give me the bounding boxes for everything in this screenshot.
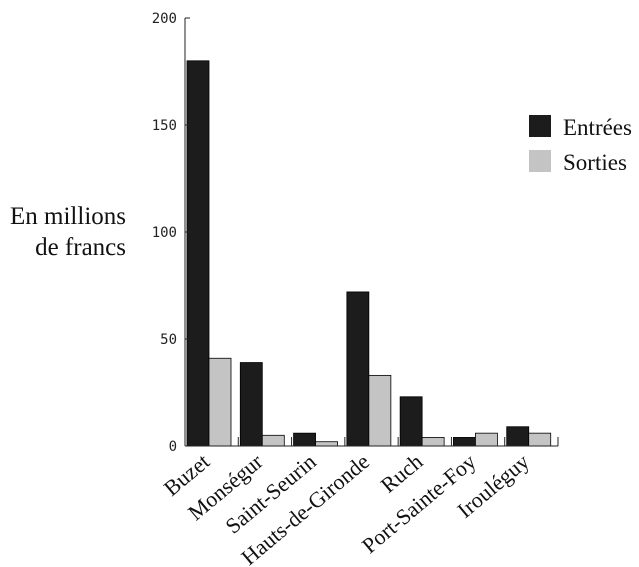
bar-entrees (346, 291, 370, 447)
bar-entrees (186, 60, 210, 447)
legend-label-sorties: Sorties (563, 150, 627, 175)
y-tick-label: 50 (160, 332, 177, 348)
bar-sorties (315, 441, 338, 447)
legend-swatch-sorties (529, 150, 551, 172)
bar-entrees (239, 362, 263, 447)
legend-swatch-entrees (529, 115, 551, 137)
bar-entrees (293, 432, 316, 447)
bar-sorties (475, 432, 498, 447)
y-axis-label-line-2: de francs (35, 234, 126, 261)
y-tick-label: 200 (152, 11, 177, 27)
bar-sorties (261, 434, 285, 447)
bar-sorties (368, 374, 392, 447)
y-tick-label: 0 (169, 439, 177, 455)
bars-group (186, 60, 552, 447)
bar-sorties (208, 357, 232, 447)
bar-entrees (399, 396, 423, 447)
legend: Entrées Sorties (529, 115, 632, 175)
bar-entrees (453, 437, 476, 447)
legend-label-entrees: Entrées (563, 115, 632, 140)
y-axis-label-line-1: En millions (10, 203, 126, 230)
x-separators-group (237, 437, 559, 446)
y-tick-label: 150 (152, 118, 177, 134)
bar-entrees (506, 426, 530, 447)
y-tick-label: 100 (152, 225, 177, 241)
bar-sorties (528, 432, 552, 447)
bar-sorties (421, 437, 445, 447)
x-labels-group: BuzetMonségurSaint-SeurinHauts-de-Girond… (159, 448, 534, 567)
y-ticks-group: 0 50 100 150 200 (152, 11, 190, 455)
